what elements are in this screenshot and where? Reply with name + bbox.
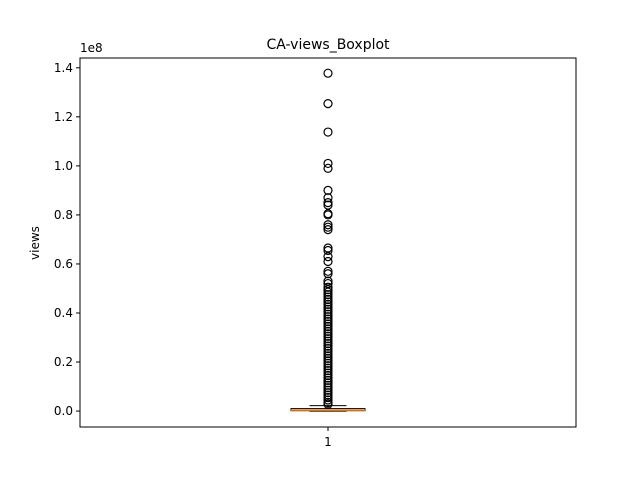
y-tick-label: 1.2 (54, 110, 73, 124)
chart-title: CA-views_Boxplot (266, 37, 390, 53)
outlier-point (323, 285, 333, 295)
outlier-point (323, 225, 333, 235)
outlier-point (323, 326, 333, 336)
outlier-point (323, 341, 333, 351)
outlier-point (323, 334, 333, 344)
outlier-point (323, 375, 333, 386)
outlier-point (323, 312, 333, 322)
outlier-point (323, 336, 333, 346)
outlier-point (323, 366, 333, 376)
y-scale-label: 1e8 (80, 41, 103, 55)
y-tick-label: 0.6 (54, 257, 73, 271)
outlier-point (323, 245, 333, 256)
outlier-point (323, 210, 333, 220)
y-tick-label: 0.4 (54, 306, 73, 320)
outlier-point (323, 222, 333, 232)
outlier-point (323, 314, 333, 324)
outlier-point (323, 373, 333, 383)
outlier-point (323, 358, 333, 368)
outlier-point (323, 392, 333, 403)
outlier-point (323, 287, 333, 297)
outlier-point (323, 99, 333, 109)
outlier-point (323, 304, 333, 314)
outlier-point (323, 269, 333, 279)
outlier-point (323, 68, 333, 78)
outlier-point (323, 290, 333, 300)
outlier-point (323, 395, 333, 405)
outlier-point (323, 282, 333, 292)
outlier-point (323, 368, 333, 378)
outlier-point (323, 294, 333, 305)
outlier-point (323, 307, 333, 317)
y-tick-label: 1.4 (54, 61, 73, 75)
outlier-point (323, 297, 333, 307)
outlier-point (323, 193, 333, 203)
x-tick-label: 1 (324, 435, 332, 449)
outlier-point (323, 380, 333, 390)
outlier-point (323, 348, 333, 359)
outlier-point (323, 390, 333, 400)
y-tick-label: 0.8 (54, 208, 73, 222)
outlier-point (323, 302, 333, 312)
outlier-point (323, 324, 333, 334)
outlier-point (323, 343, 333, 354)
outlier-point (323, 158, 333, 169)
outlier-point (323, 316, 333, 327)
outlier-point (323, 198, 333, 208)
outlier-point (323, 266, 333, 276)
outlier-point (323, 292, 333, 302)
outlier-point (323, 127, 333, 137)
outlier-point (323, 339, 333, 349)
outlier-point (323, 299, 333, 310)
y-tick-label: 1.0 (54, 159, 73, 173)
outlier-point (323, 356, 333, 366)
outlier-point (323, 378, 333, 388)
outlier-point (323, 256, 333, 267)
outlier-point (323, 220, 333, 230)
plot-area (290, 68, 366, 412)
outlier-point (323, 321, 333, 332)
y-tick-label: 0.0 (54, 404, 73, 418)
outlier-point (323, 319, 333, 329)
outlier-point (323, 163, 333, 173)
box-group (290, 68, 366, 412)
outlier-point (323, 383, 333, 393)
outlier-point (323, 251, 333, 262)
outlier-point (323, 399, 333, 409)
outlier-point (323, 351, 333, 361)
y-tick-label: 0.2 (54, 355, 73, 369)
outlier-point (323, 309, 333, 319)
y-axis-label: views (28, 226, 42, 260)
outlier-point (323, 185, 333, 195)
outlier-point (323, 361, 333, 371)
outlier-point (323, 331, 333, 341)
outlier-point (323, 388, 333, 398)
outlier-point (323, 370, 333, 381)
outlier-point (323, 346, 333, 356)
outlier-point (323, 329, 333, 339)
outlier-point (323, 385, 333, 395)
outlier-point (323, 353, 333, 363)
outlier-point (323, 363, 333, 373)
